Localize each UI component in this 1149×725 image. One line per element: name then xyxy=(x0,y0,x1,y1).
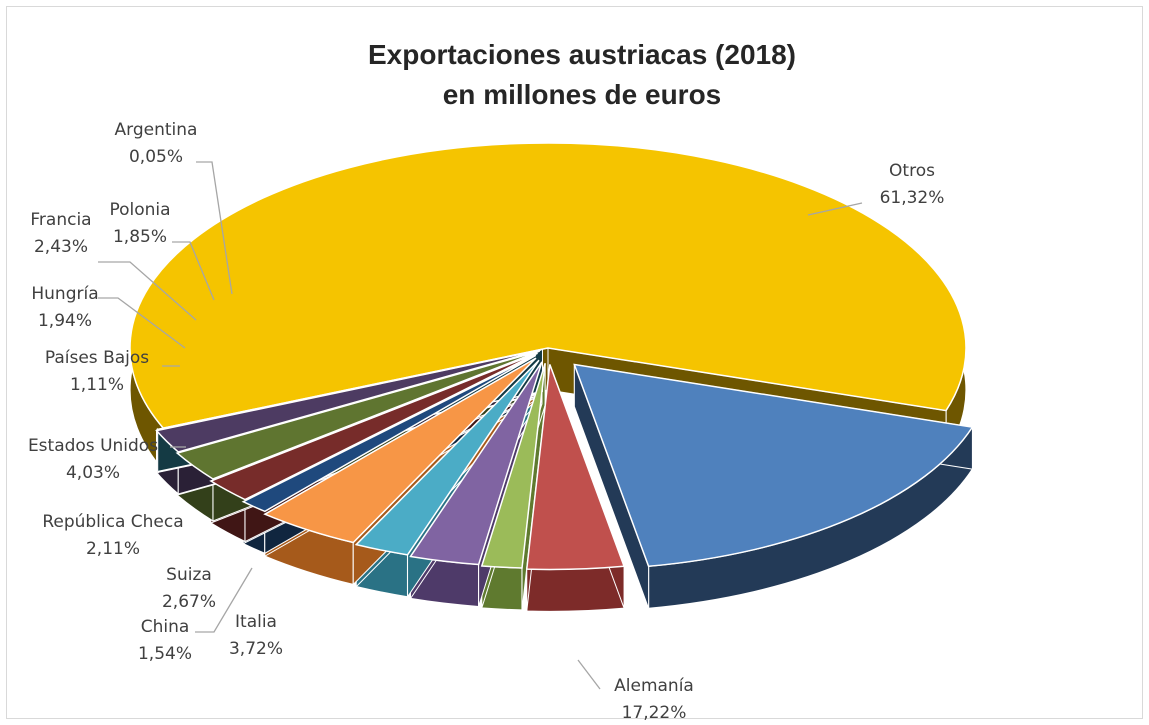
data-label-4: Suiza 2,67% xyxy=(162,565,216,612)
pie-slice-3 xyxy=(480,363,546,569)
leader-line-1 xyxy=(577,659,601,690)
data-label-name: Hungría xyxy=(31,284,98,304)
pie-slice-9 xyxy=(175,350,541,480)
data-label-value: 2,11% xyxy=(86,539,140,559)
data-label-1: Alemanía 17,22% xyxy=(614,676,694,723)
data-label-value: 3,72% xyxy=(229,639,283,659)
data-label-2: Italia 3,72% xyxy=(229,612,283,659)
data-label-value: 17,22% xyxy=(622,703,687,723)
data-label-8: Hungría 1,94% xyxy=(31,284,98,331)
data-label-name: Italia xyxy=(235,612,277,632)
data-label-name: Suiza xyxy=(166,565,212,585)
data-label-value: 1,54% xyxy=(138,644,192,664)
data-label-name: Otros xyxy=(889,161,935,181)
data-label-5: República Checa 2,11% xyxy=(42,512,183,559)
pie-slice-2 xyxy=(525,364,626,571)
pie-slices xyxy=(129,142,974,571)
chart-title-line-1: Exportaciones austriacas (2018) xyxy=(368,39,796,70)
data-label-name: China xyxy=(141,617,190,637)
data-label-name: Estados Unidos xyxy=(28,436,158,456)
data-label-value: 1,85% xyxy=(113,227,167,247)
data-label-name: Polonia xyxy=(109,200,170,220)
pie-slice-6 xyxy=(263,357,537,544)
pie-slice-8 xyxy=(209,352,538,501)
data-label-value: 61,32% xyxy=(880,188,945,208)
pie-slice-7 xyxy=(241,354,537,513)
data-label-value: 2,43% xyxy=(34,237,88,257)
leader-line-0 xyxy=(807,202,863,216)
leader-line-8 xyxy=(98,297,186,349)
data-label-value: 2,67% xyxy=(162,592,216,612)
pie-slice-1 xyxy=(573,363,974,568)
data-label-name: Países Bajos xyxy=(45,348,149,368)
data-label-value: 0,05% xyxy=(129,147,183,167)
data-label-10: Polonia 1,85% xyxy=(109,200,170,247)
data-label-3: China 1,54% xyxy=(138,617,192,664)
data-label-9: Francia 2,43% xyxy=(30,210,91,257)
data-label-value: 4,03% xyxy=(66,463,120,483)
leader-line-3 xyxy=(195,567,253,633)
pie-slice-0 xyxy=(129,142,967,429)
data-label-6: Estados Unidos 4,03% xyxy=(28,436,158,483)
pie-slice-5 xyxy=(354,359,540,556)
data-label-value: 1,11% xyxy=(70,375,124,395)
data-label-7: Países Bajos 1,11% xyxy=(45,348,149,395)
leader-line-10 xyxy=(172,241,215,301)
pie-slice-side-2 xyxy=(526,565,625,613)
data-label-name: Francia xyxy=(30,210,91,230)
data-label-name: Argentina xyxy=(115,120,198,140)
pie-slice-11 xyxy=(156,348,543,431)
leader-line-11 xyxy=(196,161,233,295)
leader-line-9 xyxy=(98,261,197,321)
chart-title-line-2: en millones de euros xyxy=(443,79,722,110)
data-labels: Otros 61,32% Alemanía 17,22% Italia 3,72% Chin… xyxy=(28,120,944,723)
data-label-name: República Checa xyxy=(42,512,183,532)
data-label-11: Argentina 0,05% xyxy=(115,120,198,167)
pie-slice-10 xyxy=(155,349,542,453)
data-label-value: 1,94% xyxy=(38,311,92,331)
leader-lines xyxy=(98,161,863,690)
data-label-0: Otros 61,32% xyxy=(880,161,945,208)
pie-slice-4 xyxy=(409,361,543,566)
data-label-name: Alemanía xyxy=(614,676,694,696)
